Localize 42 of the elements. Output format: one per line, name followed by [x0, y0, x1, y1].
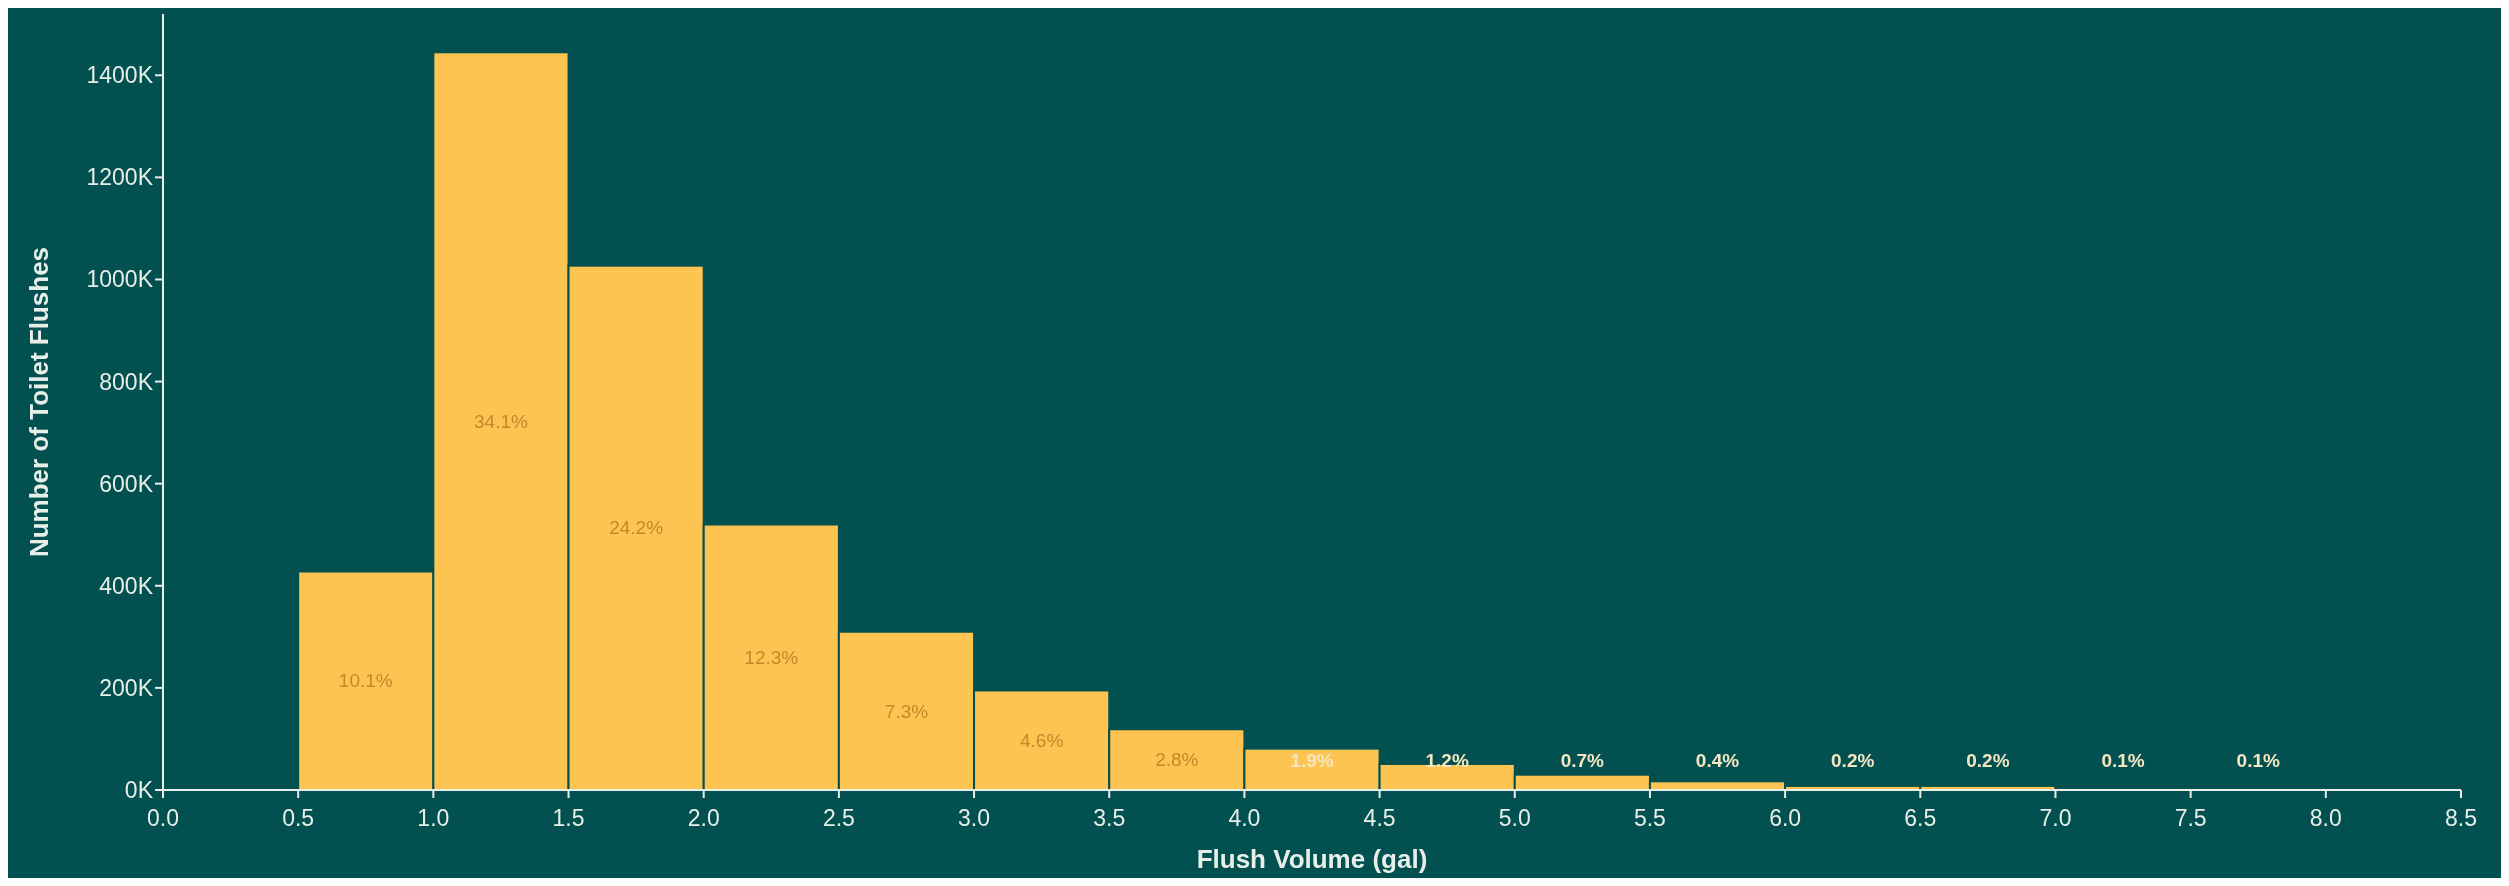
y-tick-label: 400K: [99, 572, 154, 599]
annotation: 0.1%: [2101, 749, 2145, 771]
y-tick-label: 0K: [124, 777, 154, 803]
annotation: 34.1%: [474, 410, 528, 432]
annotation: 0.4%: [1695, 749, 1740, 771]
x-tick-label: 4.5: [1363, 805, 1396, 831]
x-tick-label: 6.5: [1904, 805, 1937, 831]
x-tick-label: 1.5: [552, 805, 585, 831]
y-tick-label: 1000K: [86, 266, 154, 293]
annotation: 0.2%: [1966, 749, 2010, 771]
y-axis-title: Number of Toilet Flushes: [24, 246, 54, 558]
annotation: 0.1%: [2236, 749, 2280, 771]
y-tick-label: 1400K: [86, 62, 154, 89]
y-tick-label: 600K: [99, 470, 154, 497]
x-tick-label: 3.0: [958, 805, 991, 831]
x-tick-label: 4.0: [1228, 805, 1261, 831]
annotation: 12.3%: [744, 646, 799, 668]
annotation: 1.9%: [1290, 749, 1334, 771]
x-tick-label: 8.0: [2309, 805, 2342, 831]
x-tick-label: 3.5: [1093, 805, 1126, 831]
y-tick-label: 1200K: [86, 164, 154, 191]
annotation: 0.2%: [1831, 749, 1875, 771]
x-tick-label: 2.5: [822, 805, 855, 831]
x-tick-label: 7.0: [2039, 805, 2072, 831]
x-tick-label: 0.5: [282, 805, 315, 831]
x-tick-label: 1.0: [417, 805, 450, 831]
annotation: 4.6%: [1019, 729, 1064, 751]
x-tick-label: 6.0: [1769, 805, 1802, 831]
x-tick-label: 5.5: [1633, 805, 1666, 831]
x-tick-label: 2.0: [687, 805, 720, 831]
y-tick-label: 800K: [99, 368, 154, 395]
x-axis-title: Flush Volume (gal): [1196, 844, 1428, 874]
x-tick-label: 0.0: [147, 805, 179, 831]
annotation: 7.3%: [884, 700, 929, 722]
y-tick-label: 200K: [99, 674, 154, 701]
annotation: 0.7%: [1560, 749, 1605, 771]
x-tick-label: 7.5: [2174, 805, 2207, 831]
annotation: 24.2%: [609, 517, 664, 539]
annotation: 2.8%: [1155, 749, 1199, 771]
annotation: 10.1%: [338, 670, 393, 692]
x-tick-label: 5.0: [1498, 805, 1531, 831]
x-tick-label: 8.5: [2445, 805, 2477, 831]
